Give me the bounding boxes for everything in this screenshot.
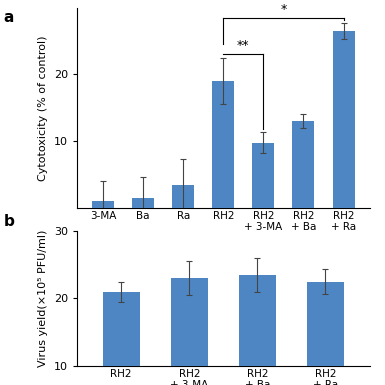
Bar [239, 275, 276, 385]
Bar [307, 281, 344, 385]
Bar [212, 81, 234, 208]
Y-axis label: Virus yield(×10⁵ PFU/ml): Virus yield(×10⁵ PFU/ml) [38, 230, 48, 367]
Bar [333, 31, 355, 208]
Bar [172, 184, 194, 208]
Y-axis label: Cytotoxicity (% of control): Cytotoxicity (% of control) [38, 35, 48, 181]
Bar [132, 198, 154, 208]
Bar [293, 121, 315, 208]
Bar [171, 278, 208, 385]
Text: *: * [280, 3, 286, 16]
Text: a: a [4, 10, 14, 25]
Text: **: ** [237, 39, 249, 52]
Bar [92, 201, 114, 208]
Bar [102, 292, 140, 385]
Bar [252, 142, 275, 208]
Text: b: b [4, 214, 15, 229]
